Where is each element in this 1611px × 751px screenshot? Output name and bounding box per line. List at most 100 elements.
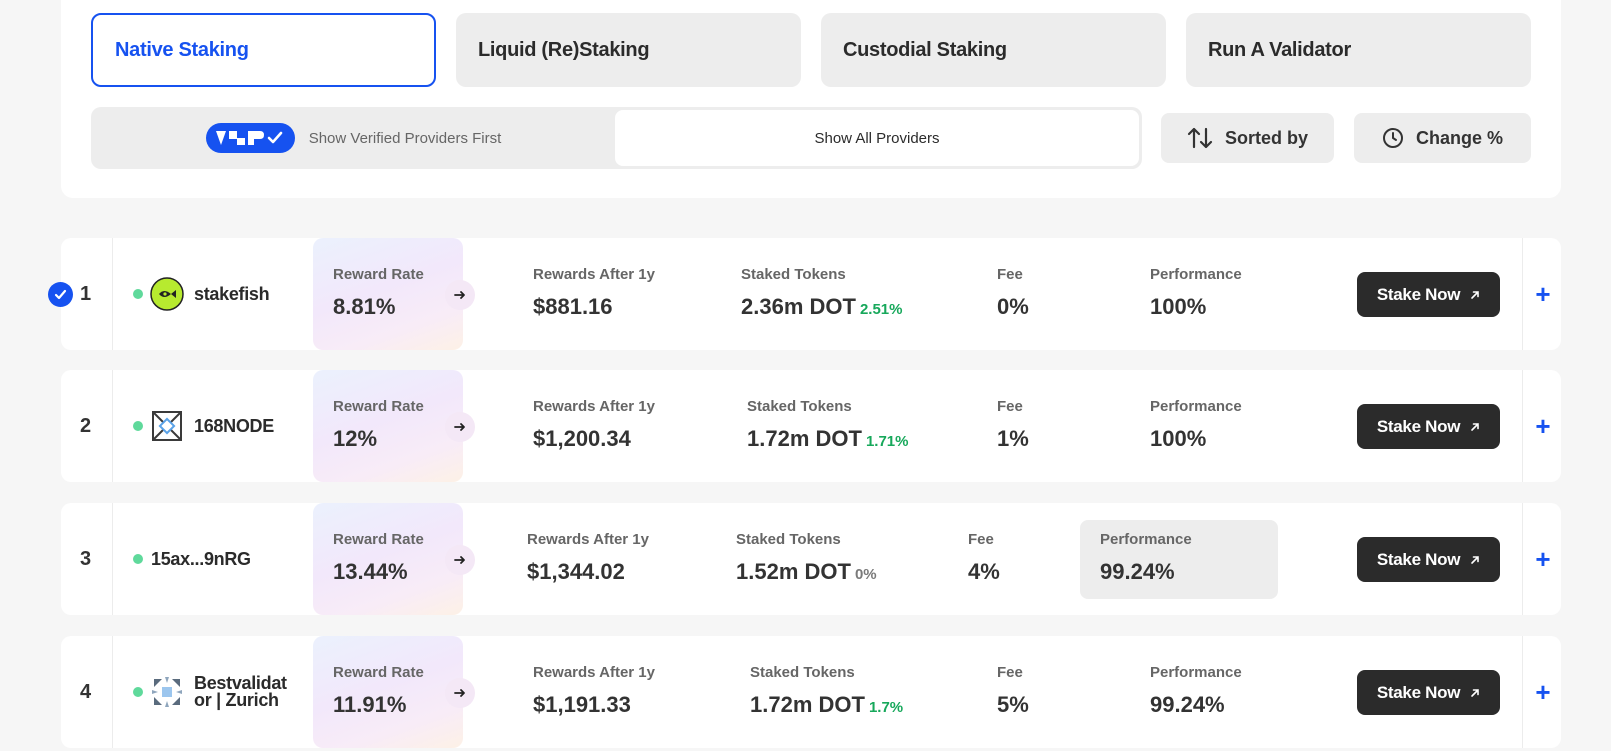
tab-run-a-validator[interactable]: Run A Validator (1186, 13, 1531, 87)
rewards-label: Rewards After 1y (533, 266, 655, 283)
provider-row[interactable]: 4 Bestvalidat or | Zurich Reward Rate 11… (61, 636, 1561, 748)
stakefish-logo-icon (150, 277, 184, 311)
stake-now-label: Stake Now (1376, 416, 1461, 436)
staked-tokens-label: Staked Tokens (736, 531, 841, 548)
stake-now-button[interactable]: Stake Now (1357, 537, 1500, 582)
performance-highlight (1080, 520, 1278, 599)
staked-tokens-label: Staked Tokens (741, 266, 846, 283)
provider-rank: 4 (80, 680, 92, 703)
staked-amount: 1.72m DOT (750, 692, 865, 717)
add-compare-button[interactable]: + (1535, 676, 1551, 707)
sort-arrows-icon (1187, 126, 1213, 150)
vsp-logo-icon (216, 131, 283, 145)
tab-liquid-restaking[interactable]: Liquid (Re)Staking (456, 13, 801, 87)
reward-rate-label: Reward Rate (333, 266, 424, 283)
provider-name[interactable]: 168NODE (194, 415, 274, 436)
external-link-icon (1470, 290, 1480, 300)
provider-rank: 2 (80, 414, 92, 437)
status-dot (133, 289, 143, 299)
divider (1522, 503, 1523, 615)
change-percent-label: Change % (1415, 127, 1503, 148)
provider-row[interactable]: 3 15ax...9nRG Reward Rate 13.44% Rewards… (61, 503, 1561, 615)
rewards-label: Rewards After 1y (527, 531, 649, 548)
performance-label: Performance (1150, 266, 1242, 283)
provider-name[interactable]: Bestvalidat or | Zurich (194, 636, 287, 748)
sorted-by-label: Sorted by (1224, 127, 1308, 148)
staked-amount: 1.72m DOT (747, 426, 862, 451)
168node-logo-icon (150, 409, 184, 443)
rewards-label: Rewards After 1y (533, 398, 655, 415)
provider-name[interactable]: stakefish (194, 283, 270, 304)
add-compare-button[interactable]: + (1535, 278, 1551, 309)
reward-rate-value: 8.81% (333, 294, 396, 319)
add-compare-button[interactable]: + (1535, 410, 1551, 441)
staked-change: 2.51% (859, 301, 903, 318)
staked-change: 0% (854, 566, 877, 583)
status-dot (133, 421, 143, 431)
reward-rate-label: Reward Rate (333, 664, 424, 681)
provider-rank: 3 (80, 547, 92, 570)
rewards-value: $881.16 (533, 294, 613, 319)
reward-rate-cell (313, 636, 463, 748)
tab-custodial-staking[interactable]: Custodial Staking (821, 13, 1166, 87)
clock-icon (1382, 127, 1404, 149)
rewards-value: $1,191.33 (533, 692, 631, 717)
bestvalidator-logo-icon (150, 675, 184, 709)
staked-tokens-value: 1.72m DOT 1.7% (750, 692, 903, 718)
stake-now-button[interactable]: Stake Now (1357, 670, 1500, 715)
provider-row[interactable]: 1 stakefish Reward Rate 8.81% Rewards Af… (48, 238, 1561, 350)
performance-value: 100% (1150, 426, 1207, 451)
reward-rate-label: Reward Rate (333, 398, 424, 415)
performance-value: 100% (1150, 294, 1207, 319)
fee-value: 5% (997, 692, 1029, 717)
provider-name[interactable]: 15ax...9nRG (151, 548, 251, 569)
divider (1522, 238, 1523, 350)
rewards-value: $1,200.34 (533, 426, 631, 451)
rewards-value: $1,344.02 (527, 559, 625, 584)
show-verified-providers-option[interactable]: Show Verified Providers First (91, 110, 616, 166)
staked-tokens-label: Staked Tokens (747, 398, 852, 415)
reward-rate-cell (313, 238, 463, 350)
status-dot (133, 554, 143, 564)
rewards-label: Rewards After 1y (533, 664, 655, 681)
stake-now-label: Stake Now (1376, 549, 1461, 569)
fee-value: 0% (997, 294, 1029, 319)
arrow-right-icon[interactable] (445, 678, 475, 708)
staked-amount: 1.52m DOT (736, 559, 851, 584)
staking-panel: Native Staking Liquid (Re)Staking Custod… (61, 0, 1561, 198)
divider (112, 238, 113, 350)
reward-rate-value: 11.91% (333, 692, 407, 717)
provider-rank: 1 (80, 282, 92, 305)
change-percent-button[interactable]: Change % (1354, 113, 1531, 163)
arrow-right-icon[interactable] (445, 412, 475, 442)
performance-label: Performance (1100, 531, 1192, 548)
staked-tokens-value: 2.36m DOT 2.51% (741, 294, 902, 320)
divider (1522, 636, 1523, 748)
divider (112, 503, 113, 615)
staked-change: 1.7% (868, 699, 904, 716)
fee-label: Fee (997, 266, 1023, 283)
divider (112, 370, 113, 482)
arrow-right-icon[interactable] (445, 545, 475, 575)
tab-native-staking[interactable]: Native Staking (91, 13, 436, 87)
add-compare-button[interactable]: + (1535, 543, 1551, 574)
verified-check-icon (48, 282, 73, 307)
stake-now-label: Stake Now (1376, 284, 1461, 304)
stake-now-button[interactable]: Stake Now (1357, 404, 1500, 449)
sorted-by-button[interactable]: Sorted by (1161, 113, 1334, 163)
provider-row[interactable]: 2 168NODE Reward Rate 12% Rewards After … (61, 370, 1561, 482)
performance-label: Performance (1150, 398, 1242, 415)
reward-rate-value: 12% (333, 426, 378, 451)
reward-rate-cell (313, 370, 463, 482)
stake-now-button[interactable]: Stake Now (1357, 272, 1500, 317)
show-all-providers-option[interactable]: Show All Providers (615, 110, 1139, 166)
provider-name-line: or | Zurich (194, 690, 279, 710)
fee-label: Fee (997, 398, 1023, 415)
performance-value: 99.24% (1150, 692, 1225, 717)
vsp-verified-badge (205, 123, 295, 153)
staking-tabs: Native Staking Liquid (Re)Staking Custod… (91, 13, 1531, 87)
arrow-right-icon[interactable] (445, 280, 475, 310)
performance-value: 99.24% (1100, 559, 1175, 584)
reward-rate-value: 13.44% (333, 559, 408, 584)
performance-label: Performance (1150, 664, 1242, 681)
